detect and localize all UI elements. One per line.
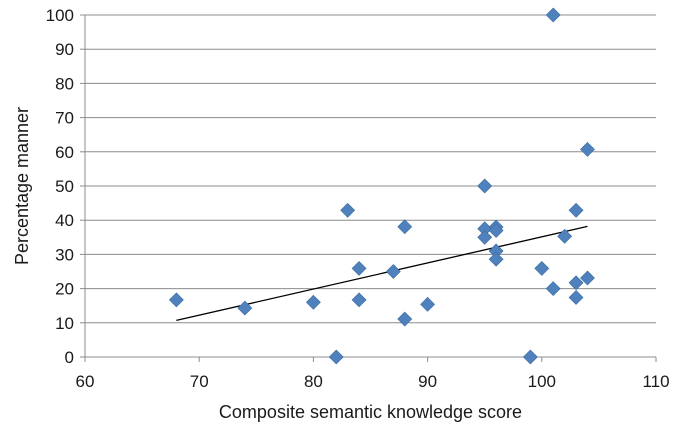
data-point [568, 202, 584, 218]
y-tick-label: 0 [65, 348, 74, 367]
y-tick-label: 40 [55, 211, 74, 230]
y-tick-label: 60 [55, 143, 74, 162]
y-tick-label: 90 [55, 40, 74, 59]
trendline-group [176, 225, 588, 322]
data-point [420, 296, 436, 312]
x-tick-label: 100 [528, 372, 556, 391]
x-tick-label: 110 [642, 372, 669, 391]
y-tick-label: 20 [55, 280, 74, 299]
x-tick-label: 80 [304, 372, 323, 391]
data-point [557, 228, 573, 244]
x-tick-label: 70 [190, 372, 209, 391]
data-point [580, 141, 595, 157]
data-point [545, 281, 561, 297]
x-tick-label: 90 [418, 372, 437, 391]
y-tick-label: 100 [46, 6, 74, 25]
data-point [522, 349, 538, 365]
data-point [397, 219, 413, 235]
x-tick-label: 60 [76, 372, 95, 391]
y-tick-label: 30 [55, 245, 74, 264]
axes [80, 14, 657, 362]
y-tick-label: 50 [55, 177, 74, 196]
data-point [568, 290, 584, 305]
data-point [397, 311, 413, 327]
data-point [340, 202, 356, 218]
data-point [477, 229, 493, 245]
data-point [351, 292, 367, 308]
data-point [580, 270, 595, 286]
y-tick-label: 80 [55, 74, 74, 93]
data-point [568, 275, 584, 291]
y-tick-label: 10 [55, 314, 74, 333]
data-point [328, 349, 344, 365]
data-point [534, 260, 550, 276]
data-point [168, 292, 184, 308]
data-point [488, 251, 504, 267]
data-point [477, 178, 493, 194]
data-points [168, 7, 595, 365]
data-point [545, 7, 561, 23]
data-point [385, 264, 401, 279]
y-tick-label: 70 [55, 109, 74, 128]
y-axis-label: Percentage manner [12, 107, 32, 265]
gridlines [85, 14, 656, 324]
x-axis-label: Composite semantic knowledge score [219, 402, 522, 422]
trendline [176, 225, 588, 322]
data-point [351, 260, 367, 276]
x-tick-labels: 60 70 80 90 100 110 [76, 372, 670, 391]
y-tick-labels: 0 10 20 30 40 50 60 70 80 90 100 [46, 6, 74, 367]
data-point [488, 223, 504, 238]
data-point [305, 294, 321, 310]
data-point [237, 300, 253, 316]
